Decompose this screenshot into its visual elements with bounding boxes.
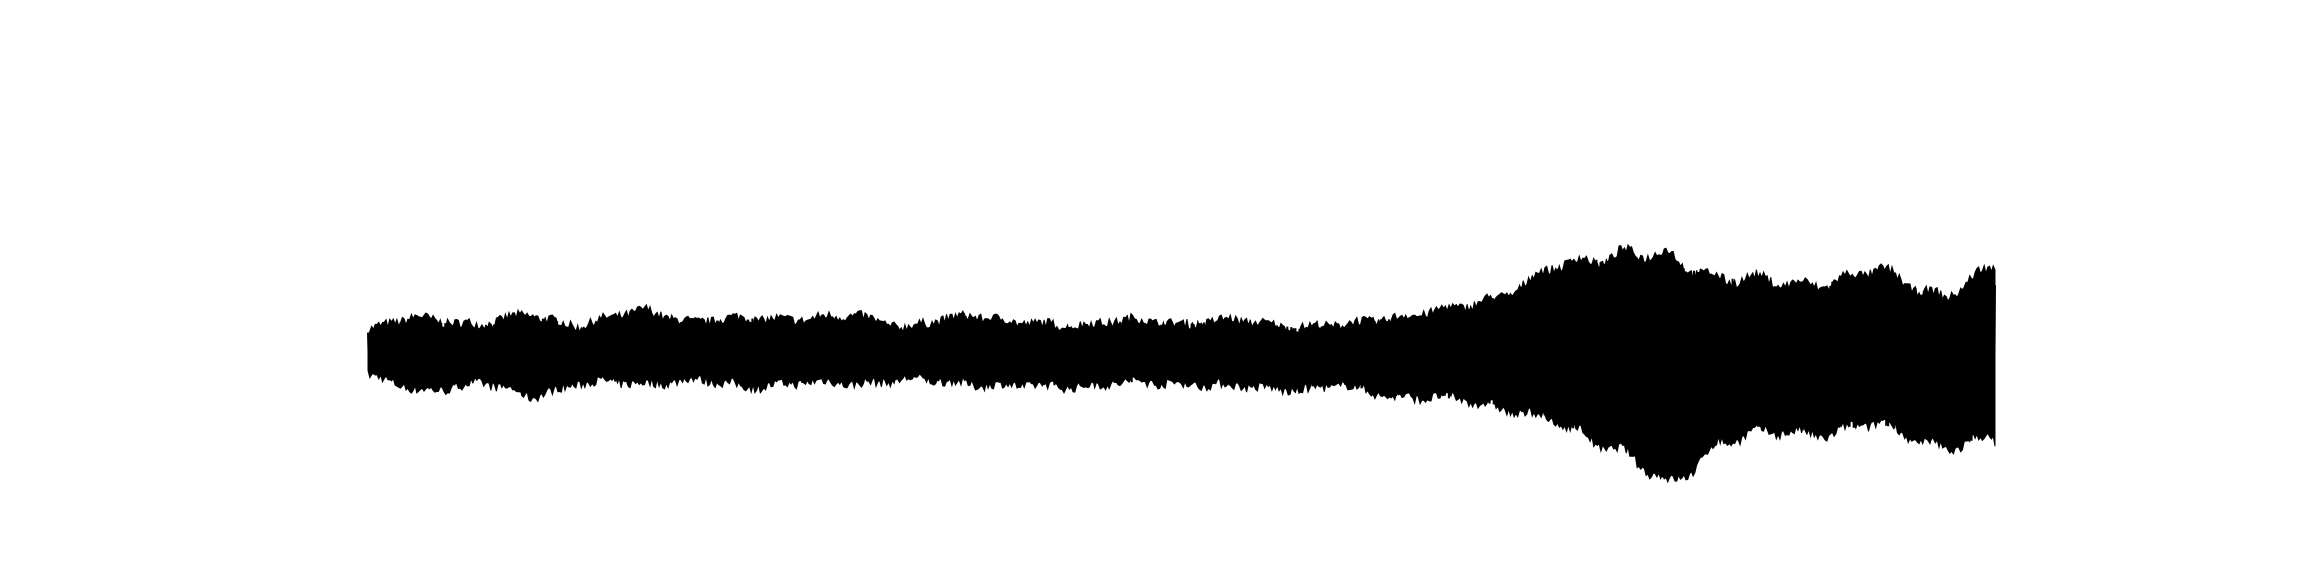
- waveform-line: [367, 253, 1996, 478]
- waveform-layer: [367, 243, 1996, 484]
